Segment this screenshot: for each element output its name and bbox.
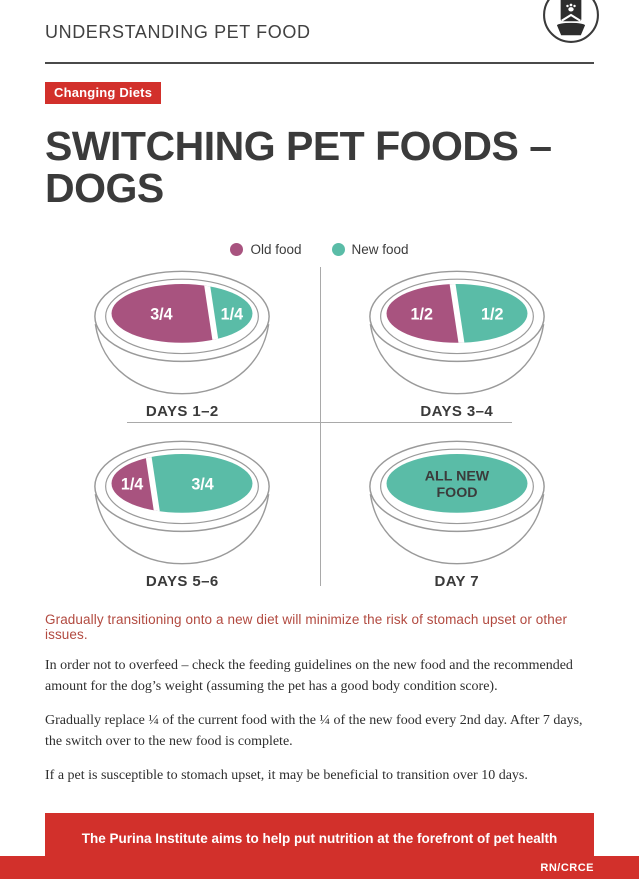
lead-sentence: Gradually transitioning onto a new diet … [45, 611, 568, 642]
body-paragraph-1: In order not to overfeed – check the fee… [45, 657, 573, 694]
bowl-svg: 3/4 1/4 [94, 270, 271, 395]
svg-text:3/4: 3/4 [150, 305, 172, 323]
footer-bar: RN/CRCE [0, 856, 639, 879]
svg-text:3/4: 3/4 [192, 475, 214, 493]
bowl-svg: 1/4 3/4 [94, 440, 271, 565]
new-food-portion [386, 453, 528, 513]
bowl-diagram-grid: 3/4 1/4 DAYS 1–2 1/2 1/2 DAYS 3–4 1/4 3/4 D… [45, 265, 594, 590]
body-paragraph-2: Gradually replace ¼ of the current food … [45, 712, 583, 749]
bowl-diagram: 1/2 1/2 [364, 265, 550, 401]
svg-text:1/2: 1/2 [481, 305, 503, 323]
bowl-diagram: 3/4 1/4 [89, 265, 275, 401]
grid-divider-horizontal [127, 421, 512, 423]
bowl-svg: 1/2 1/2 [368, 270, 545, 395]
bowl-caption: DAY 7 [434, 572, 480, 590]
bowl-caption: DAYS 3–4 [420, 402, 494, 420]
svg-text:1/4: 1/4 [221, 305, 243, 323]
grid-divider-vertical [319, 266, 321, 586]
bowl-figure-day-7: ALL NEW FOOD DAY 7 [320, 422, 595, 590]
svg-text:ALL NEW: ALL NEW [425, 468, 490, 484]
category-badge: Changing Diets [45, 82, 162, 104]
legend-label-new: New food [351, 241, 409, 257]
new-food-portion [203, 283, 253, 343]
svg-text:1/4: 1/4 [121, 475, 143, 493]
pet-food-bag-and-bowl-icon [542, 0, 600, 44]
bowl-figure-days-1-2: 3/4 1/4 DAYS 1–2 [45, 265, 320, 422]
bowl-figure-days-3-4: 1/2 1/2 DAYS 3–4 [320, 265, 595, 422]
legend-item-old-food: Old food [230, 241, 302, 257]
bowl-diagram: ALL NEW FOOD [364, 435, 550, 571]
legend-item-new-food: New food [331, 241, 409, 257]
old-food-portion [111, 453, 161, 513]
bowl-caption: DAYS 5–6 [145, 572, 219, 590]
body-paragraph-3: If a pet is susceptible to stomach upset… [45, 767, 528, 783]
footer-code: RN/CRCE [540, 861, 594, 874]
bowl-diagram: 1/4 3/4 [89, 435, 275, 571]
old-food-swatch-icon [230, 242, 244, 256]
svg-text:FOOD: FOOD [436, 485, 477, 501]
page-title: SWITCHING PET FOODS – DOGS [45, 123, 552, 211]
legend-label-old: Old food [250, 241, 302, 257]
bowl-figure-days-5-6: 1/4 3/4 DAYS 5–6 [45, 422, 320, 590]
page-header: UNDERSTANDING PET FOOD [45, 0, 599, 64]
bowl-caption: DAYS 1–2 [145, 402, 219, 420]
legend: Old food New food [0, 242, 639, 257]
new-food-swatch-icon [331, 242, 345, 256]
svg-text:1/2: 1/2 [410, 305, 432, 323]
header-title: UNDERSTANDING PET FOOD [45, 22, 311, 42]
